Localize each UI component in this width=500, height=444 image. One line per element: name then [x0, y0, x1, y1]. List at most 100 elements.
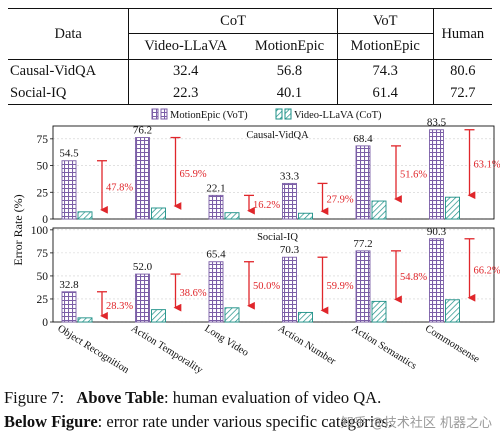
bar-value-label: 54.5	[59, 148, 79, 160]
th-human: Human	[432, 8, 492, 60]
legend-swatch-cot	[284, 108, 292, 120]
chart-panels: Error Rate (%) 0 25 50 75 Causal-VidQA 54.5 47.…	[11, 117, 500, 377]
bar-videollava-cot	[224, 212, 240, 220]
cell: 22.3	[128, 82, 243, 105]
bar-value-label: 22.1	[206, 182, 225, 194]
bar-value-label: 70.3	[280, 244, 300, 256]
cell: 56.8	[242, 59, 338, 82]
legend-label-cot: Video-LLaVA (CoT)	[294, 110, 382, 121]
bar-videollava-cot	[298, 311, 313, 323]
y-tick-label: 0	[42, 214, 48, 226]
x-category-label: Object Recognition	[55, 323, 131, 376]
chart-legend: MotionEpic (VoT) Video-LLaVA (CoT)	[151, 108, 382, 121]
caption-bold-2: Below Figure	[4, 412, 98, 431]
panel-title: Causal-VidQA	[246, 130, 309, 141]
bar-videollava-cot	[298, 212, 313, 220]
bar-motionepic-vot	[429, 238, 444, 323]
bar-motionepic-vot	[208, 261, 224, 323]
legend-label-vot: MotionEpic (VoT)	[170, 110, 248, 121]
bar-videollava-cot	[77, 211, 93, 220]
diff-percent-label: 47.8%	[106, 182, 133, 193]
x-category-label: Action Number	[276, 323, 338, 367]
legend-swatch-cot	[275, 108, 283, 120]
bar-motionepic-vot	[61, 291, 77, 323]
diff-percent-label: 65.9%	[180, 169, 207, 180]
cell: 80.6	[432, 59, 492, 82]
caption-bold-1: Above Table	[76, 388, 164, 407]
y-tick-label: 50	[37, 271, 49, 283]
bar-value-label: 65.4	[206, 249, 226, 261]
cell: 32.4	[128, 59, 243, 82]
caption-text-1: : human evaluation of video QA.	[164, 388, 382, 407]
diff-percent-label: 16.2%	[253, 200, 280, 211]
bar-motionepic-vot	[282, 182, 297, 220]
row-name: Social-IQ	[8, 82, 129, 105]
bar-videollava-cot	[445, 196, 460, 220]
th-vot: VoT	[336, 8, 434, 34]
diff-percent-label: 51.6%	[400, 169, 427, 180]
y-axis-label: Error Rate (%)	[11, 194, 25, 265]
y-tick-label: 50	[37, 161, 49, 173]
bar-videollava-cot	[151, 309, 166, 323]
th-data: Data	[8, 8, 129, 60]
error-rate-chart: MotionEpic (VoT) Video-LLaVA (CoT) Error …	[11, 108, 500, 377]
diff-percent-label: 63.1%	[474, 159, 500, 170]
caption-text-2: : error rate under various specific cate…	[97, 412, 393, 431]
bar-videollava-cot	[151, 207, 166, 220]
bar-motionepic-vot	[135, 273, 150, 323]
bar-motionepic-vot	[208, 194, 224, 220]
y-tick-label: 0	[42, 317, 48, 329]
bar-videollava-cot	[224, 307, 240, 323]
caption-line-1: Figure 7: Above Table: human evaluation …	[4, 386, 496, 410]
x-category-label: Long Video	[202, 323, 250, 359]
cell: 40.1	[242, 82, 338, 105]
bar-motionepic-vot	[355, 250, 371, 323]
bar-value-label: 52.0	[133, 261, 153, 273]
figure-caption: Figure 7: Above Table: human evaluation …	[4, 386, 496, 434]
bar-value-label: 77.2	[353, 238, 372, 250]
y-tick-label: 25	[37, 187, 49, 199]
bar-value-label: 83.5	[427, 117, 447, 129]
diff-percent-label: 54.8%	[400, 272, 427, 283]
diff-percent-label: 27.9%	[327, 194, 354, 205]
panel-title: Social-IQ	[257, 232, 298, 243]
panel-frame	[52, 227, 495, 323]
bar-value-label: 90.3	[427, 226, 447, 238]
row-name: Causal-VidQA	[8, 59, 129, 82]
legend-swatch-vot	[151, 108, 159, 120]
th-cot: CoT	[128, 8, 338, 34]
cell: 74.3	[336, 59, 434, 82]
diff-percent-label: 38.6%	[180, 288, 207, 299]
th-cot-videollava: Video-LLaVA	[128, 33, 243, 60]
y-tick-label: 100	[31, 225, 49, 237]
bar-videollava-cot	[371, 300, 387, 323]
caption-line-2: Below Figure: error rate under various s…	[4, 410, 496, 434]
figure-label: Figure 7:	[4, 388, 65, 407]
panel-social-iq: 0 25 50 75 100 Social-IQ 32.8 28.3% 52.0 38.6% 65.…	[31, 225, 500, 329]
bar-motionepic-vot	[282, 256, 297, 323]
cell: 61.4	[336, 82, 434, 105]
bar-motionepic-vot	[135, 137, 150, 220]
th-vot-motionepic: MotionEpic	[336, 33, 434, 60]
diff-percent-label: 28.3%	[106, 301, 133, 312]
bar-videollava-cot	[445, 299, 460, 323]
cell: 72.7	[432, 82, 492, 105]
diff-percent-label: 66.2%	[474, 265, 500, 276]
bar-motionepic-vot	[61, 160, 77, 220]
diff-percent-label: 50.0%	[253, 281, 280, 292]
bar-value-label: 33.3	[280, 170, 300, 182]
bar-videollava-cot	[77, 317, 93, 323]
y-tick-label: 25	[37, 294, 49, 306]
bar-value-label: 32.8	[59, 279, 79, 291]
th-cot-motionepic: MotionEpic	[254, 38, 325, 54]
x-category-label: Action Temporality	[129, 323, 205, 376]
diff-percent-label: 59.9%	[327, 281, 354, 292]
bar-motionepic-vot	[355, 145, 371, 220]
panel-frame	[52, 125, 495, 220]
x-category-label: Action Semantics	[349, 323, 418, 372]
bar-motionepic-vot	[429, 129, 444, 220]
y-tick-label: 75	[37, 134, 49, 146]
watermark: 知乎 @技术社区 机器之心	[340, 416, 492, 431]
legend-swatch-vot	[160, 108, 168, 120]
panel-causal-vidqa: 0 25 50 75 Causal-VidQA 54.5 47.8% 76.2 65.9% 22.…	[37, 117, 500, 226]
